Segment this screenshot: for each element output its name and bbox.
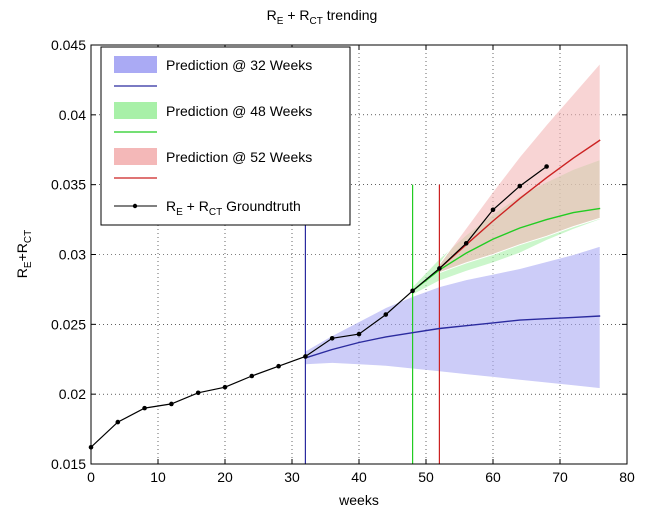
x-tick-label-6: 60 <box>485 469 501 485</box>
groundtruth-point-5 <box>222 384 228 390</box>
x-tick-label-5: 50 <box>418 469 434 485</box>
groundtruth-point-15 <box>490 207 496 213</box>
groundtruth-point-4 <box>195 390 201 396</box>
legend-box <box>100 46 351 226</box>
y-tick-label-1: 0.02 <box>59 386 86 402</box>
groundtruth-point-13 <box>437 266 442 271</box>
legend-label-52: Prediction @ 52 Weeks <box>166 149 312 165</box>
legend-swatch-52-band <box>114 148 157 165</box>
x-tick-label-8: 80 <box>619 469 635 485</box>
y-tick-label-2: 0.025 <box>51 316 86 332</box>
groundtruth-point-14 <box>463 241 469 246</box>
groundtruth-point-11 <box>383 312 389 317</box>
legend-label-48: Prediction @ 48 Weeks <box>166 103 312 119</box>
prediction-bands <box>304 61 601 390</box>
ylabel-r: R <box>14 268 30 278</box>
legend-swatch-groundtruth-marker <box>132 203 138 209</box>
y-tick-label-6: 0.045 <box>51 37 86 53</box>
legend-gt-r: R <box>166 198 176 214</box>
groundtruth-point-8 <box>303 354 308 359</box>
groundtruth-line <box>90 166 547 448</box>
prediction-band-2 <box>438 61 601 274</box>
groundtruth-point-3 <box>169 401 174 407</box>
legend: Prediction @ 32 Weeks Prediction @ 48 We… <box>100 46 351 226</box>
y-tick-label-4: 0.035 <box>51 177 86 193</box>
ylabel-plus: +R <box>14 243 30 261</box>
y-tick-label-3: 0.03 <box>59 247 86 263</box>
title-sub-ct: CT <box>310 16 323 27</box>
x-axis-label: weeks <box>338 492 379 508</box>
x-tick-label-1: 10 <box>150 469 166 485</box>
prediction-mean-line-1 <box>412 207 601 292</box>
x-tick-label-7: 70 <box>552 469 568 485</box>
y-tick-label-5: 0.04 <box>59 107 86 123</box>
groundtruth-point-2 <box>142 405 147 411</box>
x-tick-label-4: 40 <box>351 469 367 485</box>
legend-label-32: Prediction @ 32 Weeks <box>166 57 312 73</box>
groundtruth-point-7 <box>276 363 281 369</box>
groundtruth-point-16 <box>517 183 523 189</box>
legend-gt-plus: + R <box>183 198 209 214</box>
y-axis-label: RE+RCT <box>14 230 34 278</box>
legend-gt-sub-ct: CT <box>209 207 222 218</box>
groundtruth-series <box>88 164 549 450</box>
y-tick-label-0: 0.015 <box>51 456 86 472</box>
title-trending: trending <box>323 7 377 23</box>
x-tick-label-3: 30 <box>284 469 300 485</box>
legend-label-groundtruth: RE + RCT Groundtruth <box>166 198 301 218</box>
chart-title: RE + RCT trending <box>267 7 378 27</box>
legend-gt-word: Groundtruth <box>222 198 301 214</box>
title-r: R <box>267 7 277 23</box>
groundtruth-point-17 <box>544 164 549 169</box>
legend-gt-sub-e: E <box>176 207 183 218</box>
ylabel-sub-e: E <box>23 261 34 268</box>
groundtruth-point-10 <box>356 331 362 337</box>
title-plus: + R <box>283 7 309 23</box>
groundtruth-point-1 <box>115 419 121 425</box>
groundtruth-point-12 <box>410 288 415 294</box>
x-tick-label-2: 20 <box>217 469 233 485</box>
y-axis-ticks: 0.015 0.02 0.025 0.03 0.035 0.04 0.045 <box>51 37 627 472</box>
groundtruth-point-9 <box>329 336 335 341</box>
legend-swatch-32-band <box>114 56 157 73</box>
x-tick-label-0: 0 <box>87 469 95 485</box>
legend-swatch-48-band <box>114 102 157 119</box>
prediction-mean-line-0 <box>305 315 601 359</box>
ylabel-sub-ct: CT <box>23 230 34 243</box>
x-axis-ticks: 0 10 20 30 40 50 60 70 80 <box>87 45 635 485</box>
groundtruth-point-6 <box>249 373 255 379</box>
title-sub-e: E <box>277 16 284 27</box>
